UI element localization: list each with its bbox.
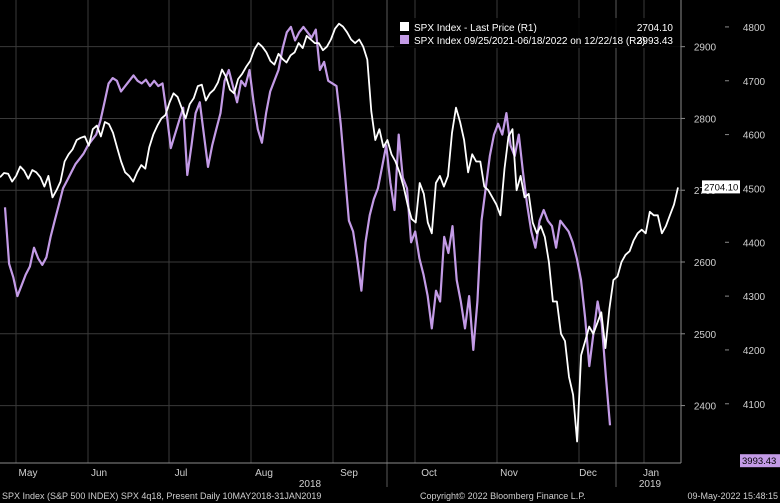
x-tick-label: Aug — [255, 468, 273, 479]
series-line-last-price — [0, 22, 679, 443]
last-value-tag-purple: 3993.43 — [740, 454, 780, 468]
footer-left: SPX Index (S&P 500 INDEX) SPX 4q18, Pres… — [2, 491, 321, 501]
x-tick-label: Sep — [340, 468, 358, 479]
x-tick-label: Jan — [643, 468, 659, 479]
x-tick-label: Oct — [421, 468, 437, 479]
r2-tick-label: 4700 — [743, 77, 766, 88]
last-value-tag-purple-text: 3993.43 — [742, 456, 776, 467]
legend: SPX Index - Last Price (R1) 2704.10 SPX … — [394, 18, 680, 48]
legend-swatch-purple — [400, 35, 409, 44]
r2-tick-label: 4100 — [743, 400, 766, 411]
footer-background — [0, 490, 780, 503]
x-tick-label: May — [19, 468, 38, 479]
legend-value-last-price: 2704.10 — [637, 23, 674, 34]
footer-center: Copyright© 2022 Bloomberg Finance L.P. — [420, 491, 586, 501]
legend-swatch-white — [400, 22, 409, 31]
legend-label-overlay: SPX Index 09/25/2021-06/18/2022 on 12/22… — [414, 36, 645, 47]
footer-right: 09-May-2022 15:48:15 — [687, 491, 778, 501]
series-lines — [0, 22, 679, 443]
series-line-overlay — [3, 25, 612, 426]
r1-tick-label: 2400 — [694, 402, 717, 413]
r2-tick-label: 4800 — [743, 23, 766, 34]
legend-value-overlay: 3993.43 — [637, 36, 674, 47]
x-year-label: 2018 — [299, 479, 322, 490]
r1-tick-label: 2800 — [694, 114, 717, 125]
x-tick-label: Dec — [579, 468, 597, 479]
r2-tick-label: 4200 — [743, 346, 766, 357]
legend-label-last-price: SPX Index - Last Price (R1) — [414, 23, 537, 34]
last-value-tag-white-text: 2704.10 — [704, 182, 738, 193]
r1-tick-label: 2500 — [694, 330, 717, 341]
last-value-tag-white: 2704.10 — [702, 180, 740, 194]
r2-axis-ticks: 4100 4200 4300 4400 4500 4600 4700 4800 — [725, 23, 766, 411]
r2-tick-label: 4600 — [743, 131, 766, 142]
r2-tick-label: 4400 — [743, 238, 766, 249]
r2-tick-label: 4300 — [743, 292, 766, 303]
x-axis-ticks: May Jun Jul Aug Sep Oct Nov Dec Jan 2018 2019 — [19, 468, 662, 490]
x-year-label: 2019 — [639, 479, 662, 490]
x-tick-label: Jun — [91, 468, 107, 479]
x-tick-label: Jul — [175, 468, 188, 479]
r1-tick-label: 2600 — [694, 258, 717, 269]
r1-axis-ticks: 240025002600270028002900 — [681, 43, 717, 413]
legend-background — [394, 18, 680, 48]
r1-tick-label: 2900 — [694, 43, 717, 54]
x-tick-label: Nov — [500, 468, 518, 479]
r2-tick-label: 4500 — [743, 184, 766, 195]
